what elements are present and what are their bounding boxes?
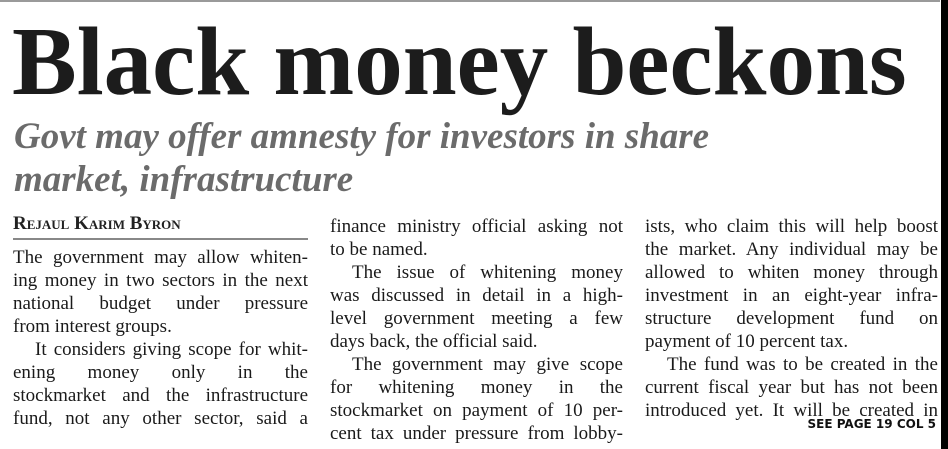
text-line: The issue of whitening money bbox=[352, 262, 623, 283]
text-line: The government may give scope bbox=[352, 354, 623, 375]
text-line: stockmarket on payment of 10 per- bbox=[330, 400, 623, 421]
column-2: finance ministry official asking not to b… bbox=[330, 215, 623, 445]
text-line: days back, the official said. bbox=[330, 331, 538, 352]
text-line: national budget under pressure bbox=[13, 293, 308, 314]
text-line: the market. Any individual may be bbox=[645, 239, 938, 260]
text-line: was discussed in detail in a high- bbox=[330, 285, 623, 306]
text-line: structure development fund on bbox=[645, 308, 938, 329]
text-line: ing money in two sectors in the next bbox=[13, 270, 308, 291]
byline: Rejaul Karim Byron bbox=[13, 213, 181, 234]
text-line: payment of 10 percent tax. bbox=[645, 331, 849, 352]
text-line: The fund was to be created in the bbox=[667, 354, 938, 375]
text-line: finance ministry official asking not bbox=[330, 216, 623, 237]
text-line: ening money only in the bbox=[13, 362, 308, 383]
text-line: The government may allow whiten- bbox=[13, 247, 308, 268]
page-edge bbox=[941, 0, 948, 449]
text-line: It considers giving scope for whit- bbox=[35, 339, 308, 360]
text-line: for whitening money in the bbox=[330, 377, 623, 398]
column-3: ists, who claim this will help boost the … bbox=[645, 215, 938, 422]
text-line: introduced yet. It will be created in bbox=[645, 400, 938, 421]
byline-rule bbox=[13, 238, 308, 240]
text-line: to be named. bbox=[330, 239, 428, 260]
headline: Black money beckons bbox=[12, 8, 907, 115]
continuation-link[interactable]: SEE PAGE 19 COL 5 bbox=[807, 417, 936, 431]
text-line: fund, not any other sector, said a bbox=[13, 408, 308, 429]
text-line: level government meeting a few bbox=[330, 308, 623, 329]
text-line: cent tax under pressure from lobby- bbox=[330, 423, 623, 444]
text-line: stockmarket and the infrastructure bbox=[13, 385, 308, 406]
text-line: current fiscal year but has not been bbox=[645, 377, 938, 398]
subheadline: Govt may offer amnesty for investors in … bbox=[14, 116, 710, 200]
top-rule bbox=[0, 0, 940, 2]
column-1: The government may allow whiten-ing mone… bbox=[13, 246, 308, 430]
text-line: allowed to whiten money through bbox=[645, 262, 938, 283]
text-line: ists, who claim this will help boost bbox=[645, 216, 938, 237]
text-line: from interest groups. bbox=[13, 316, 172, 337]
text-line: investment in an eight-year infra- bbox=[645, 285, 938, 306]
